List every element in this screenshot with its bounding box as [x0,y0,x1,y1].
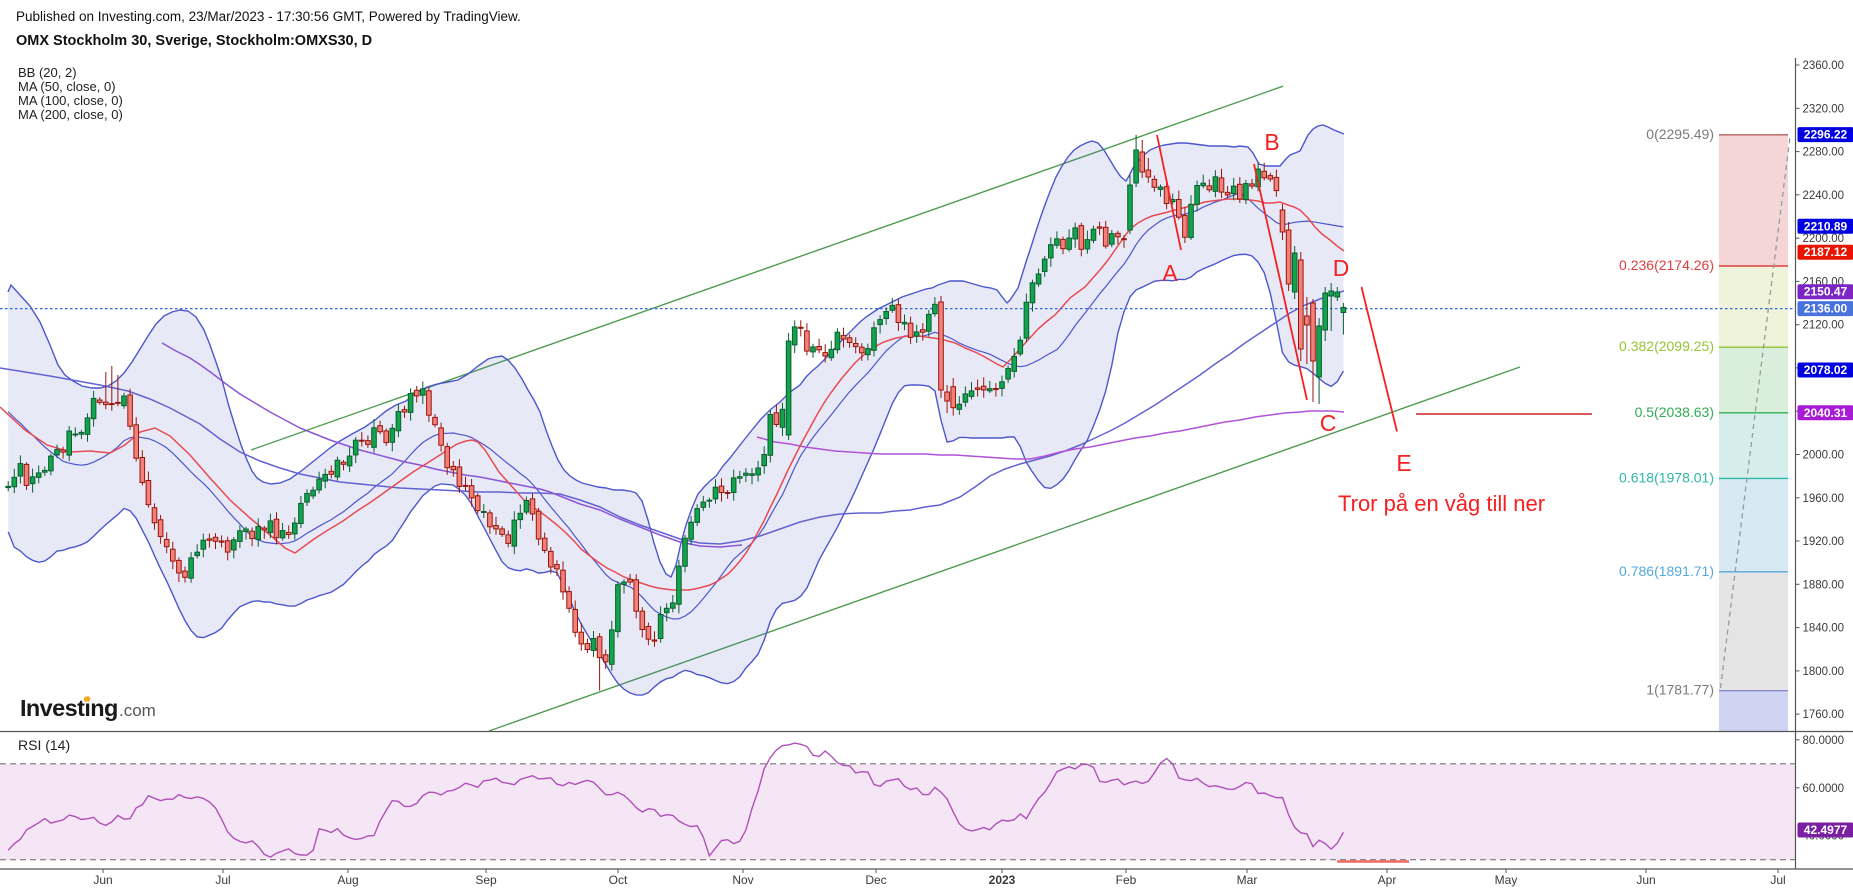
svg-text:Jun: Jun [93,873,112,887]
svg-text:Investing: Investing [20,695,118,721]
svg-text:2200.00: 2200.00 [1803,233,1845,245]
svg-text:RSI (14): RSI (14) [18,737,70,753]
svg-text:Nov: Nov [732,873,753,887]
svg-text:B: B [1264,129,1279,155]
svg-text:2320.00: 2320.00 [1803,103,1845,115]
svg-text:1880.00: 1880.00 [1803,579,1845,591]
svg-text:MA (200, close, 0): MA (200, close, 0) [18,107,123,122]
svg-text:1920.00: 1920.00 [1803,536,1845,548]
svg-text:2000.00: 2000.00 [1803,450,1845,462]
svg-text:0.236(2174.26): 0.236(2174.26) [1619,257,1714,273]
svg-text:42.4977: 42.4977 [1804,823,1848,837]
svg-text:1840.00: 1840.00 [1803,623,1845,635]
svg-text:2150.47: 2150.47 [1804,285,1848,299]
svg-text:Published on Investing.com, 23: Published on Investing.com, 23/Mar/2023 … [16,9,521,24]
svg-text:E: E [1396,450,1411,476]
svg-text:MA (100, close, 0): MA (100, close, 0) [18,93,123,108]
svg-text:Dec: Dec [865,873,886,887]
svg-text:2187.12: 2187.12 [1804,245,1848,259]
svg-text:Aug: Aug [337,873,358,887]
svg-text:2296.22: 2296.22 [1804,128,1848,142]
svg-text:Tror på en våg till ner: Tror på en våg till ner [1338,491,1545,516]
svg-text:1(1781.77): 1(1781.77) [1646,682,1714,698]
svg-text:80.0000: 80.0000 [1803,735,1845,747]
svg-text:2280.00: 2280.00 [1803,147,1845,159]
svg-text:2023: 2023 [989,873,1016,887]
svg-text:Oct: Oct [609,873,628,887]
svg-text:2078.02: 2078.02 [1804,363,1848,377]
svg-text:Sep: Sep [475,873,497,887]
svg-text:2136.00: 2136.00 [1804,302,1848,316]
svg-text:60.0000: 60.0000 [1803,783,1845,795]
svg-text:2240.00: 2240.00 [1803,190,1845,202]
svg-text:1960.00: 1960.00 [1803,493,1845,505]
svg-text:0.5(2038.63): 0.5(2038.63) [1635,404,1714,420]
svg-text:Jul: Jul [1770,873,1785,887]
svg-text:BB (20, 2): BB (20, 2) [18,65,77,80]
svg-text:C: C [1320,410,1337,436]
svg-text:Jun: Jun [1636,873,1655,887]
svg-text:2120.00: 2120.00 [1803,320,1845,332]
svg-text:Apr: Apr [1378,873,1397,887]
svg-text:MA (50, close, 0): MA (50, close, 0) [18,79,116,94]
svg-text:Feb: Feb [1116,873,1137,887]
svg-text:0.382(2099.25): 0.382(2099.25) [1619,338,1714,354]
svg-text:0.618(1978.01): 0.618(1978.01) [1619,469,1714,485]
svg-text:May: May [1495,873,1518,887]
svg-text:Mar: Mar [1237,873,1258,887]
svg-text:D: D [1333,255,1350,281]
svg-text:2040.31: 2040.31 [1804,406,1848,420]
svg-text:1760.00: 1760.00 [1803,709,1845,721]
svg-text:1800.00: 1800.00 [1803,666,1845,678]
svg-text:.com: .com [119,701,156,720]
svg-text:2360.00: 2360.00 [1803,60,1845,72]
svg-text:0(2295.49): 0(2295.49) [1646,126,1714,142]
svg-text:0.786(1891.71): 0.786(1891.71) [1619,563,1714,579]
svg-text:Jul: Jul [215,873,230,887]
svg-text:2210.89: 2210.89 [1804,219,1848,233]
svg-text:A: A [1162,260,1178,286]
svg-text:OMX Stockholm 30, Sverige, Sto: OMX Stockholm 30, Sverige, Stockholm:OMX… [16,33,372,49]
